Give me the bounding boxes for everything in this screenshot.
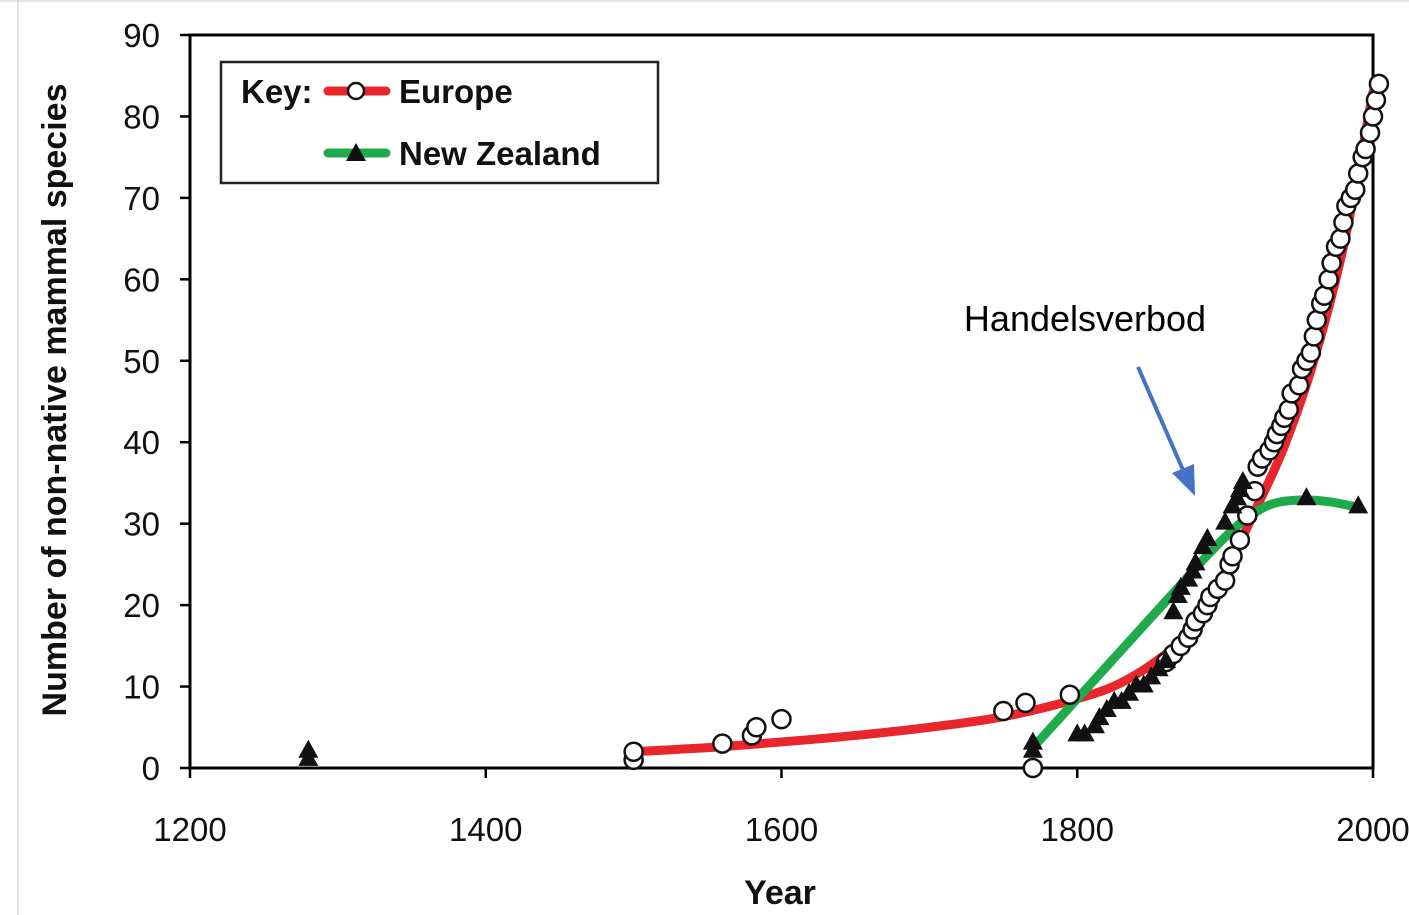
y-tick-label: 20 <box>123 587 160 624</box>
new-zealand-point <box>1197 527 1218 546</box>
y-tick-label: 90 <box>123 17 160 54</box>
europe-fit-line <box>629 87 1378 757</box>
y-axis-title: Number of non-native mammal species <box>36 84 74 717</box>
annotation-label: Handelsverbod <box>964 298 1206 339</box>
y-tick-label: 30 <box>123 506 160 543</box>
europe-point <box>1300 342 1322 363</box>
y-tick-label: 0 <box>142 750 160 787</box>
y-tick-label: 60 <box>123 261 160 298</box>
x-tick-label: 1200 <box>153 811 226 848</box>
europe-point <box>1330 228 1351 249</box>
europe-point <box>771 708 792 730</box>
europe-point <box>1318 269 1339 290</box>
europe-point <box>1222 545 1243 567</box>
new-zealand-point <box>1155 650 1176 669</box>
europe-point <box>1229 529 1251 551</box>
y-tick-label: 70 <box>123 180 160 217</box>
annotation-arrow-head <box>1172 464 1195 496</box>
europe-point <box>1022 757 1044 779</box>
annotation-arrow-shaft <box>1136 366 1185 471</box>
legend-box <box>219 60 660 185</box>
x-tick-label: 1800 <box>1041 811 1114 848</box>
legend-title: Key: <box>241 73 313 110</box>
europe-point <box>1368 73 1390 95</box>
y-tick-label: 50 <box>123 343 160 380</box>
y-axis: 0 10 20 30 40 50 60 70 80 90 <box>123 17 190 787</box>
europe-point <box>1303 326 1325 347</box>
legend-entry-europe: Europe <box>399 73 513 110</box>
y-tick-label: 10 <box>123 669 160 706</box>
annotation: Handelsverbod <box>964 298 1206 496</box>
europe-point <box>1237 505 1258 526</box>
europe-point <box>1365 89 1387 111</box>
europe-point <box>746 717 767 738</box>
x-axis: 1200 1400 1600 1800 2000 <box>153 768 1409 848</box>
legend: Key: Europe New Zealand <box>219 60 660 185</box>
europe-point <box>993 700 1014 722</box>
data-points <box>298 73 1390 779</box>
x-tick-label: 2000 <box>1336 811 1409 848</box>
europe-point <box>1359 122 1381 143</box>
europe-point <box>623 741 644 762</box>
legend-europe-marker <box>346 81 366 101</box>
europe-point <box>1333 212 1354 233</box>
europe-point <box>1015 692 1036 714</box>
europe-point <box>712 733 733 754</box>
x-tick-label: 1600 <box>745 811 818 848</box>
x-tick-label: 1400 <box>449 811 522 848</box>
new-zealand-point <box>1022 731 1043 750</box>
europe-point <box>1278 399 1299 420</box>
legend-entry-new-zealand: New Zealand <box>399 135 601 172</box>
europe-point <box>1345 179 1366 200</box>
y-tick-label: 80 <box>123 98 160 135</box>
new-zealand-point <box>1215 511 1236 530</box>
x-axis-title: Year <box>744 874 816 912</box>
fit-lines <box>629 87 1378 757</box>
new-zealand-point <box>1185 552 1206 571</box>
new-zealand-point <box>1163 601 1184 620</box>
new-zealand-point <box>1348 495 1369 514</box>
new-zealand-point <box>1074 723 1095 742</box>
new-zealand-point <box>1232 470 1253 489</box>
new-zealand-point <box>1296 487 1317 506</box>
y-tick-label: 40 <box>123 424 160 461</box>
europe-point <box>1362 106 1384 127</box>
legend-nz-marker <box>346 143 366 161</box>
europe-point <box>1059 684 1081 705</box>
europe-point <box>1288 374 1310 396</box>
new-zealand-point <box>298 739 319 758</box>
